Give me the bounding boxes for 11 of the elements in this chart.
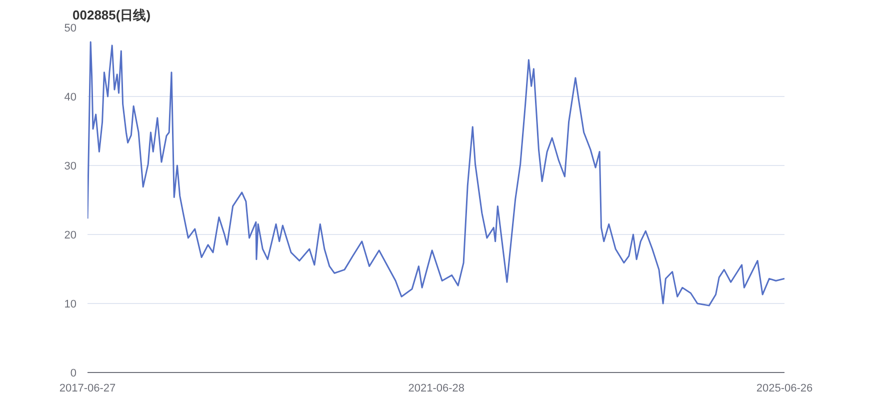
chart-title: 002885(日线) bbox=[72, 8, 151, 22]
x-tick-label: 2021-06-28 bbox=[408, 382, 465, 394]
y-tick-label: 0 bbox=[70, 368, 77, 380]
y-tick-label: 40 bbox=[64, 92, 77, 104]
y-tick-label: 20 bbox=[64, 230, 77, 242]
x-tick-label: 2025-06-26 bbox=[756, 382, 813, 394]
line-series bbox=[88, 41, 784, 306]
x-tick-label: 2017-06-27 bbox=[59, 382, 116, 394]
y-tick-label: 50 bbox=[64, 22, 77, 34]
y-tick-label: 30 bbox=[64, 160, 77, 172]
y-tick-label: 10 bbox=[64, 298, 77, 310]
